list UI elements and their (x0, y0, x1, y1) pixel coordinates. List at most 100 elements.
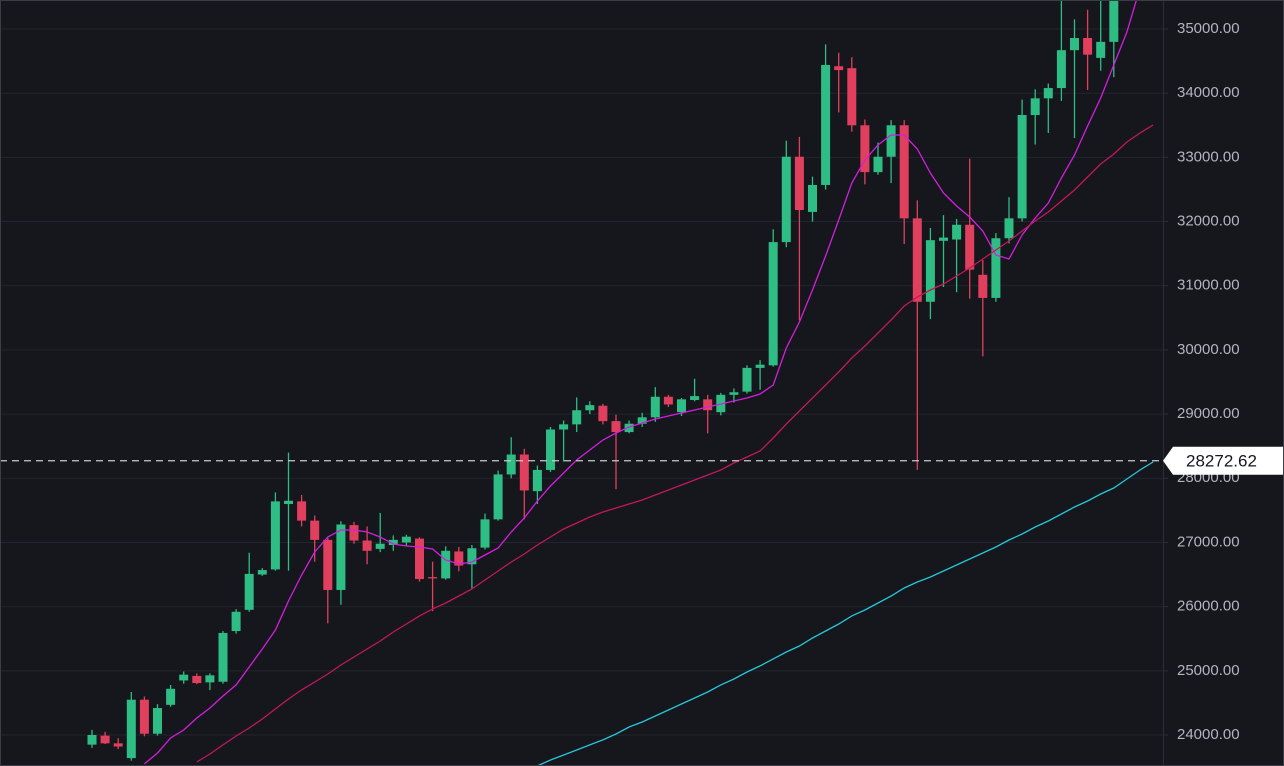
candle-body (1056, 50, 1066, 89)
candle-body (87, 735, 97, 745)
candle-body (546, 429, 555, 470)
candle-body (362, 540, 372, 551)
candle-body (113, 743, 123, 747)
y-tick-label: 25000.00 (1177, 662, 1240, 679)
y-tick-label: 32000.00 (1177, 213, 1240, 230)
price-axis: 24000.0025000.0026000.0027000.0028000.00… (1163, 20, 1240, 743)
candle-body (139, 699, 149, 734)
y-tick-label: 27000.00 (1177, 533, 1240, 550)
candle-body (1043, 88, 1053, 99)
y-tick-label: 30000.00 (1177, 341, 1240, 358)
candle-body (991, 238, 1001, 298)
candle-body (532, 469, 542, 492)
candle-body (611, 421, 621, 433)
candle-body (1017, 115, 1027, 219)
candle-body (860, 125, 870, 173)
candle-body (100, 735, 110, 744)
candle-body (912, 218, 922, 302)
candle-body (886, 125, 896, 157)
candle-body (847, 68, 857, 126)
candle-body (742, 367, 752, 392)
candle-body (598, 405, 608, 422)
candle-body (978, 274, 988, 298)
candle-body (192, 675, 202, 684)
candle-body (729, 392, 739, 395)
candle-body (493, 474, 503, 520)
candle-body (965, 224, 975, 270)
y-tick-label: 24000.00 (1177, 726, 1240, 743)
y-tick-label: 35000.00 (1177, 20, 1240, 37)
candle-body (834, 66, 844, 71)
candle-body (349, 525, 359, 541)
moving-average-line (196, 124, 1154, 763)
candle-body (284, 500, 293, 504)
candle-body (454, 551, 464, 566)
candle-body (166, 688, 176, 705)
candle-body (781, 156, 791, 243)
grid (0, 28, 1163, 736)
candle-body (401, 536, 411, 543)
candle-body (1109, 0, 1119, 42)
candle-body (690, 396, 700, 400)
candle-body (244, 573, 254, 610)
candle-body (1030, 98, 1040, 116)
candle-body (637, 417, 647, 424)
plot-area (0, 0, 1163, 766)
candle-body (925, 240, 935, 302)
candle-body (388, 539, 398, 546)
candle-body (126, 699, 136, 759)
candle-body (310, 520, 320, 540)
candle-body (794, 156, 804, 211)
candle-body (205, 675, 215, 683)
y-tick-label: 26000.00 (1177, 598, 1240, 615)
candle-body (572, 410, 582, 425)
candle-body (808, 184, 817, 212)
candle-body (270, 501, 280, 570)
candle-body (218, 632, 228, 682)
candle-body (1083, 37, 1093, 55)
candle-body (768, 242, 778, 366)
price-label: 28272.62 (1186, 451, 1257, 470)
y-tick-label: 29000.00 (1177, 405, 1240, 422)
candle-body (663, 396, 673, 405)
candle-body (480, 519, 490, 548)
candle-body (755, 364, 765, 368)
y-tick-label: 31000.00 (1177, 277, 1240, 294)
candle-body (821, 64, 831, 185)
candle-body (677, 399, 686, 413)
y-tick-label: 33000.00 (1177, 148, 1240, 165)
candle-body (939, 237, 948, 241)
candle-body (1004, 218, 1014, 239)
moving-average-line (537, 461, 1154, 766)
candle-body (1096, 41, 1106, 58)
candle-body (1070, 37, 1079, 51)
candle-body (336, 524, 346, 590)
candle-body (179, 674, 189, 681)
price-label-box (1163, 446, 1283, 475)
candle-body (153, 708, 162, 734)
candle-body (585, 405, 595, 411)
candle-body (375, 543, 385, 549)
candle-body (415, 538, 424, 580)
candle-body (428, 577, 438, 579)
candle-body (257, 570, 267, 575)
candle-body (323, 539, 333, 590)
candle-body (297, 501, 307, 521)
candle-body (873, 156, 883, 173)
candle-body (899, 125, 909, 219)
moving-average-line (143, 0, 1138, 765)
candle-body (559, 424, 569, 430)
candle-body (519, 454, 529, 491)
candle-body (703, 399, 713, 411)
y-tick-label: 34000.00 (1177, 84, 1240, 101)
candle-body (441, 550, 451, 579)
candle-body (624, 423, 634, 433)
candle-body (952, 224, 962, 240)
candle-body (506, 454, 516, 475)
candle-body (231, 611, 241, 632)
candle-body (650, 396, 660, 418)
candle-body (467, 548, 477, 565)
